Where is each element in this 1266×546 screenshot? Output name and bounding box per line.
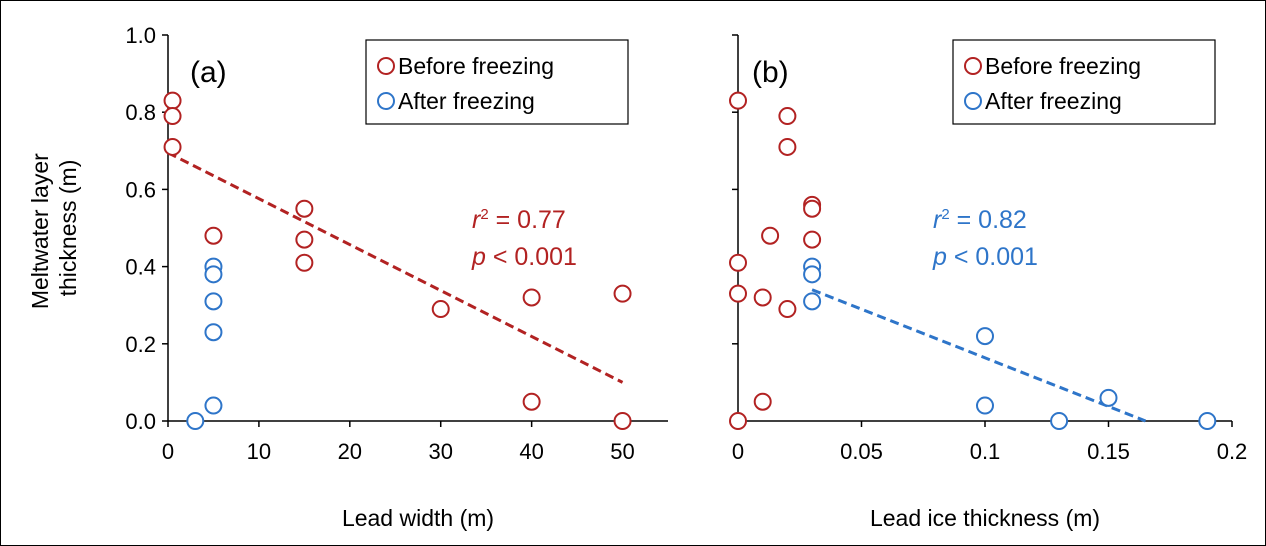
panel-a-point-before — [163, 137, 182, 156]
panel-a-p-value: < 0.001 — [486, 243, 577, 271]
panel-b-legend-label-before: Before freezing — [985, 53, 1141, 79]
panel-b-x-tick-label: 0 — [732, 439, 744, 464]
y-axis-label: Meltwater layer thickness (m) — [27, 147, 81, 309]
panel-b-r2-superscript: 2 — [941, 206, 949, 223]
panel-b-point-after — [1099, 388, 1118, 407]
panel-b-legend-marker-after — [964, 92, 982, 110]
panel-a-y-tick-label: 1.0 — [125, 23, 156, 48]
panel-a-point-before — [295, 253, 314, 272]
panel-a-r2-text: r2 = 0.77 — [472, 206, 566, 234]
panel-b-point-after — [976, 396, 994, 415]
panel-b-r2-value: = 0.82 — [950, 206, 1027, 234]
panel-a-x-tick-label: 50 — [610, 439, 634, 464]
panel-b-point-before — [778, 137, 797, 156]
panel-a-point-before — [295, 230, 314, 249]
panel-b-point-after — [1050, 412, 1069, 430]
panel-b-p-value: < 0.001 — [947, 243, 1038, 271]
panel-b-point-before — [753, 392, 772, 411]
panel-a-p-text: p < 0.001 — [471, 243, 577, 271]
panel-a-point-after — [204, 292, 223, 311]
panel-a-chart: 0.0 0.2 0.4 0.6 0.8 1.0 0 10 20 30 40 50 Lead width … — [125, 23, 668, 531]
panel-b-point-after — [976, 327, 994, 346]
panel-a-y-tick-label: 0.6 — [125, 177, 156, 202]
panel-b-point-before — [761, 226, 780, 245]
panel-a-legend-box — [365, 39, 629, 125]
panel-a-point-after — [186, 412, 205, 430]
panel-b-point-before — [729, 412, 747, 430]
panel-a-point-before — [163, 91, 182, 110]
panel-b-label: (b) — [752, 56, 789, 89]
panel-a-r2-symbol: r — [472, 206, 482, 234]
panel-b-legend-marker-before — [964, 57, 982, 75]
panel-a-label: (a) — [190, 56, 227, 89]
panel-b-r2-symbol: r — [933, 206, 943, 234]
panel-a-point-before — [613, 412, 632, 430]
panel-b-point-before — [729, 253, 747, 272]
panel-b-point-before — [729, 284, 747, 303]
panel-b-legend-label-after: After freezing — [985, 88, 1122, 114]
panel-b-fit-line — [811, 288, 1147, 423]
panel-b-x-tick-label: 0.05 — [840, 439, 883, 464]
panel-a-x-tick-label: 30 — [428, 439, 452, 464]
panel-b-point-after — [803, 265, 822, 284]
panel-a-r2-value: = 0.77 — [489, 206, 566, 234]
panel-a-legend-label-after: After freezing — [398, 88, 535, 114]
panel-a-y-tick-label: 0.0 — [125, 409, 156, 434]
panel-b-point-before — [753, 288, 772, 307]
panel-a-y-tick-label: 0.8 — [125, 100, 156, 125]
panel-b-point-before — [803, 230, 822, 249]
panel-a-p-symbol: p — [471, 243, 486, 271]
panel-a-point-after — [204, 396, 223, 415]
panel-a-fit-line — [167, 151, 624, 384]
panel-a-point-before — [522, 288, 541, 307]
panel-b-p-symbol: p — [932, 243, 947, 271]
panel-a-point-before — [613, 284, 632, 303]
panel-a-x-tick-label: 10 — [247, 439, 271, 464]
panel-b-x-tick-label: 0.2 — [1217, 439, 1248, 464]
panel-b-r2-text: r2 = 0.82 — [933, 206, 1027, 234]
panel-b-point-before — [803, 199, 822, 218]
panel-a-legend-marker-after — [377, 92, 395, 110]
panel-b-p-text: p < 0.001 — [932, 243, 1038, 271]
panel-b-legend-box — [952, 39, 1216, 125]
panel-b-x-tick-label: 0.1 — [970, 439, 1001, 464]
panel-b-point-after — [803, 292, 822, 311]
panel-a-legend-label-before: Before freezing — [398, 53, 554, 79]
panel-a-point-before — [431, 300, 450, 319]
panel-a-x-axis-label: Lead width (m) — [342, 505, 494, 531]
panel-a-point-before — [204, 226, 223, 245]
panel-a-point-before — [522, 392, 541, 411]
panel-b-point-before — [729, 91, 747, 110]
panel-a-point-before — [295, 199, 314, 218]
panel-a-x-tick-label: 40 — [519, 439, 543, 464]
panel-b-point-before — [778, 107, 797, 126]
panel-a-r2-superscript: 2 — [480, 206, 488, 223]
panel-b-x-axis-label: Lead ice thickness (m) — [870, 505, 1100, 531]
panel-a-legend-marker-before — [377, 57, 395, 75]
panel-a-point-after — [204, 265, 223, 284]
panel-b-chart: 0 0.05 0.1 0.15 0.2 Lead ice thickness (m) (b)… — [729, 34, 1248, 531]
panel-a-x-tick-label: 20 — [338, 439, 362, 464]
panel-b-x-tick-label: 0.15 — [1087, 439, 1130, 464]
panel-a-y-tick-label: 0.4 — [125, 255, 156, 280]
panel-b-point-after — [1198, 412, 1217, 430]
panel-a-point-after — [204, 323, 223, 342]
panel-a-point-before — [163, 107, 182, 126]
panel-a-y-tick-label: 0.2 — [125, 332, 156, 357]
panel-b-point-before — [778, 300, 797, 319]
y-axis-label-line-2: thickness (m) — [55, 160, 81, 297]
panel-a-x-tick-label: 0 — [162, 439, 174, 464]
y-axis-label-line-1: Meltwater layer — [27, 153, 53, 309]
